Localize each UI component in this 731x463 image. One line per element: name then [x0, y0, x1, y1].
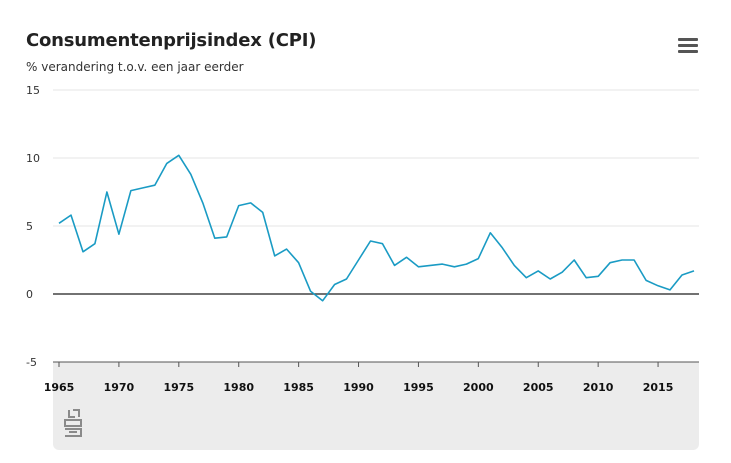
- x-tick-label: 1980: [223, 381, 254, 394]
- x-tick-label: 1975: [163, 381, 194, 394]
- x-tick-label: 1965: [44, 381, 75, 394]
- x-tick-label: 1995: [403, 381, 434, 394]
- y-tick-label: -5: [26, 356, 37, 369]
- x-tick-label: 1970: [104, 381, 135, 394]
- x-tick-label: 2005: [523, 381, 554, 394]
- y-tick-label: 15: [26, 84, 40, 97]
- cpi-series-line: [58, 154, 695, 302]
- x-tick-label: 2010: [583, 381, 614, 394]
- x-tick-label: 1985: [283, 381, 314, 394]
- cbs-logo: [64, 409, 82, 437]
- chart-title: Consumentenprijsindex (CPI): [26, 30, 317, 51]
- y-tick-label: 10: [26, 152, 40, 165]
- x-tick-label: 2000: [463, 381, 494, 394]
- y-tick-label: 0: [26, 288, 33, 301]
- hamburger-menu-icon[interactable]: [678, 38, 698, 54]
- chart-footer: [53, 362, 699, 450]
- chart-subtitle: % verandering t.o.v. een jaar eerder: [26, 60, 244, 74]
- x-tick-label: 2015: [643, 381, 674, 394]
- y-tick-label: 5: [26, 220, 33, 233]
- x-tick-label: 1990: [343, 381, 374, 394]
